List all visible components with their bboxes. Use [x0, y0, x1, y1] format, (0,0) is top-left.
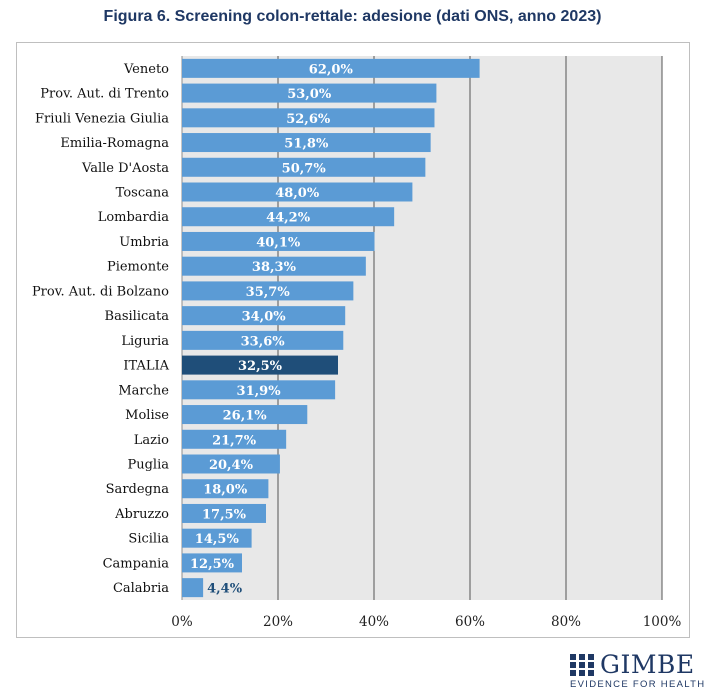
category-label: Emilia-Romagna: [60, 136, 169, 151]
value-label: 20,4%: [209, 458, 254, 473]
category-label: Liguria: [121, 334, 169, 349]
bar: [182, 133, 431, 153]
category-label: ITALIA: [123, 359, 169, 374]
value-label: 44,2%: [266, 211, 311, 226]
category-label: Piemonte: [107, 260, 169, 275]
bar: [182, 256, 366, 276]
bar: [182, 231, 375, 251]
category-label: Toscana: [116, 186, 170, 201]
category-label: Prov. Aut. di Trento: [40, 87, 169, 102]
bar: [182, 380, 336, 400]
x-tick-label: 0%: [171, 614, 193, 630]
category-label: Lazio: [134, 433, 169, 448]
category-label: Valle D'Aosta: [81, 161, 169, 176]
category-label: Prov. Aut. di Bolzano: [32, 284, 169, 299]
gimbe-logo: GIMBE EVIDENCE FOR HEALTH: [570, 650, 705, 692]
bar: [182, 355, 338, 375]
category-label: Campania: [103, 556, 170, 571]
value-label: 14,5%: [195, 532, 240, 547]
value-label: 18,0%: [203, 483, 248, 498]
value-label: 53,0%: [287, 87, 332, 102]
bar: [182, 454, 280, 474]
bar: [182, 528, 252, 548]
value-label: 48,0%: [275, 186, 320, 201]
bar: [182, 207, 395, 227]
value-label: 12,5%: [190, 557, 235, 572]
category-label: Molise: [125, 408, 169, 423]
value-label: 4,4%: [207, 582, 243, 597]
x-tick-label: 20%: [263, 614, 293, 630]
chart-frame: [16, 42, 690, 638]
chart-title: Figura 6. Screening colon-rettale: adesi…: [103, 8, 602, 25]
value-label: 62,0%: [309, 62, 354, 77]
category-label: Veneto: [123, 62, 169, 77]
category-label: Friuli Venezia Giulia: [35, 111, 169, 126]
logo-name: GIMBE: [600, 650, 695, 679]
category-label: Abruzzo: [114, 507, 169, 522]
logo-tagline: EVIDENCE FOR HEALTH: [570, 679, 705, 690]
bar: [182, 58, 480, 78]
bar: [182, 429, 287, 449]
x-tick-label: 40%: [359, 614, 389, 630]
value-label: 35,7%: [246, 285, 291, 300]
category-label: Calabria: [113, 581, 169, 596]
value-label: 21,7%: [212, 433, 257, 448]
value-label: 50,7%: [282, 161, 327, 176]
value-label: 26,1%: [223, 409, 268, 424]
category-label: Sicilia: [128, 532, 169, 547]
bar: [182, 281, 354, 301]
category-label: Umbria: [119, 235, 169, 250]
bar: [182, 578, 204, 598]
bar: [182, 182, 413, 202]
x-tick-label: 80%: [551, 614, 581, 630]
category-label: Puglia: [127, 458, 169, 473]
x-tick-label: 100%: [643, 614, 682, 630]
bar: [182, 405, 308, 425]
value-label: 34,0%: [242, 310, 287, 325]
bar: [182, 108, 435, 128]
bar: [182, 553, 242, 573]
bar: [182, 479, 269, 499]
value-label: 51,8%: [284, 137, 329, 152]
x-tick-label: 60%: [455, 614, 485, 630]
value-label: 52,6%: [286, 112, 331, 127]
value-label: 38,3%: [252, 260, 297, 275]
bar: [182, 83, 437, 103]
bar: [182, 157, 426, 177]
category-label: Lombardia: [98, 210, 170, 225]
bar-chart: 0% 20% 40% 60% 80% 100% Veneto 62,0% Prov. Aut. …: [32, 56, 682, 630]
value-label: 31,9%: [237, 384, 282, 399]
value-label: 17,5%: [202, 507, 247, 522]
category-label: Sardegna: [106, 482, 170, 497]
gimbe-grid-icon: [570, 654, 594, 676]
bar: [182, 503, 266, 523]
category-label: Marche: [118, 383, 169, 398]
value-label: 40,1%: [256, 235, 301, 250]
category-label: Basilicata: [105, 309, 170, 324]
bar: [182, 330, 344, 350]
value-label: 32,5%: [238, 359, 283, 374]
bar: [182, 306, 346, 326]
value-label: 33,6%: [241, 334, 286, 349]
